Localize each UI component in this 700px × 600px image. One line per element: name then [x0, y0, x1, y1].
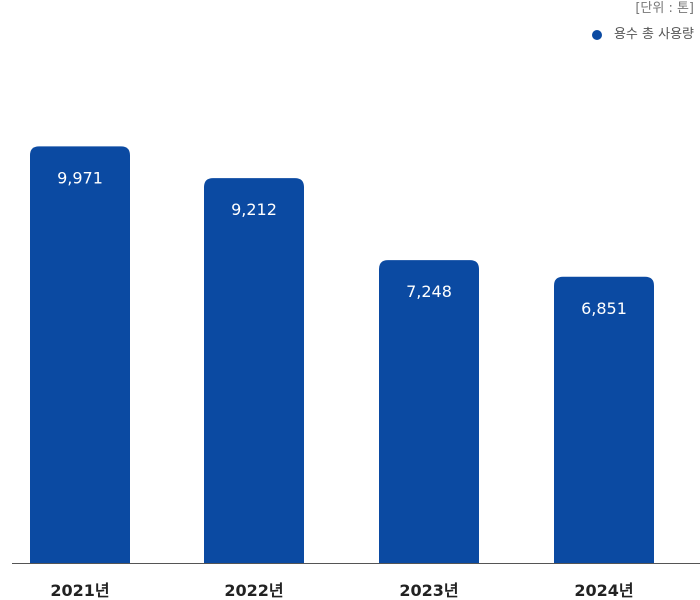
bar-2021년 [30, 146, 130, 564]
bar-value-label: 7,248 [406, 282, 452, 301]
category-tick-label: 2022년 [224, 581, 283, 600]
legend-swatch [591, 30, 602, 40]
unit-label: [단위 : 톤] [635, 1, 694, 16]
bar-2023년 [379, 260, 479, 563]
category-tick-label: 2021년 [50, 581, 109, 600]
category-tick-label: 2023년 [399, 581, 458, 600]
bar-value-label: 9,971 [57, 168, 103, 187]
bar-2022년 [204, 178, 304, 563]
bar-value-label: 6,851 [581, 299, 627, 318]
category-tick-label: 2024년 [574, 581, 633, 600]
bar-2024년 [554, 276, 654, 563]
legend: 용수 총 사용량 [591, 26, 694, 44]
bar-value-label: 9,212 [231, 200, 277, 219]
legend-label: 용수 총 사용량 [613, 27, 694, 42]
